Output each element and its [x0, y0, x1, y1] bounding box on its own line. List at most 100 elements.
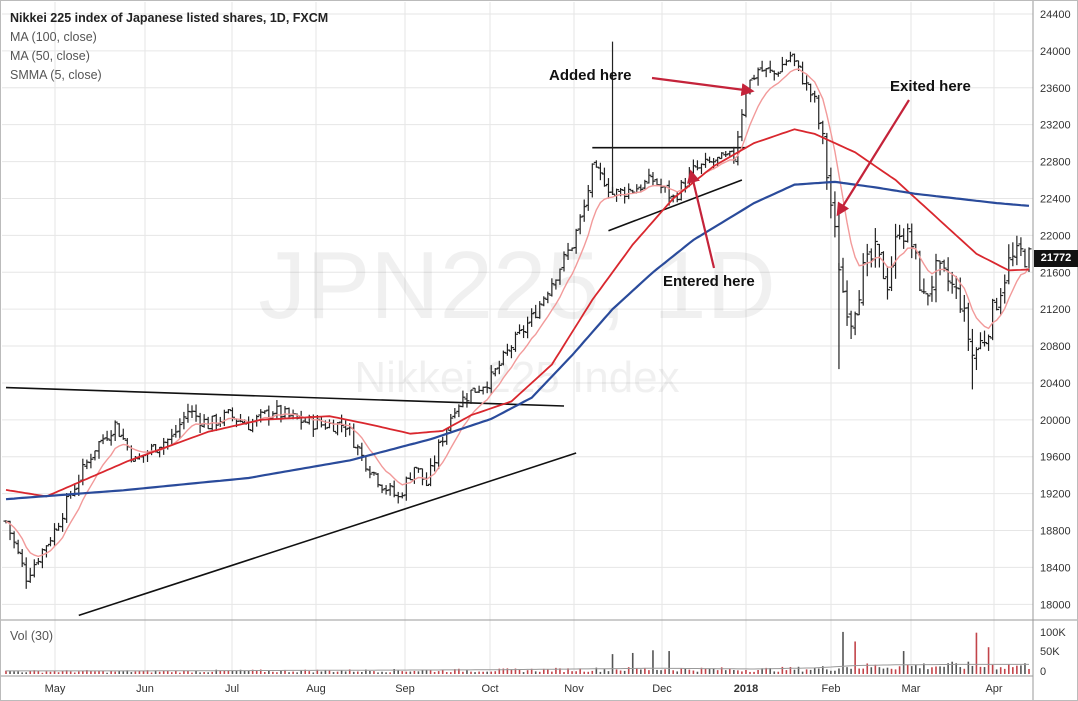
y-tick-label: 23600 [1040, 83, 1071, 95]
ohlc-bar [626, 183, 632, 200]
support-trendline [78, 452, 577, 617]
moving-averages [5, 68, 1030, 558]
x-tick-label: Dec [652, 683, 672, 695]
ohlc-bar [15, 539, 21, 555]
ohlc-bar [213, 413, 219, 432]
added-arrow [651, 76, 755, 97]
ohlc-bar [120, 428, 126, 440]
ohlc-bar [763, 68, 769, 78]
y-tick-label: 22000 [1040, 230, 1071, 242]
y-tick-label: 18400 [1040, 562, 1071, 574]
ohlc-bar [852, 311, 858, 336]
ohlc-bar [820, 120, 826, 145]
volume-tick-label: 0 [1040, 666, 1046, 678]
ohlc-bar [541, 296, 547, 307]
ohlc-bar [1022, 248, 1028, 268]
smma5-line [5, 68, 1030, 558]
ohlc-bar [512, 331, 518, 352]
ohlc-bar [715, 156, 721, 167]
ohlc-bar [197, 412, 203, 434]
ohlc-bar [982, 330, 988, 347]
ohlc-bar [876, 243, 882, 268]
ohlc-bar [650, 172, 656, 187]
ohlc-bar [96, 440, 102, 459]
ohlc-bar [812, 90, 818, 103]
volume-tick-label: 50K [1040, 646, 1060, 658]
ohlc-bar [407, 472, 413, 481]
ohlc-bar [860, 253, 866, 306]
ohlc-bar [585, 184, 591, 211]
y-tick-label: 20800 [1040, 341, 1071, 353]
ohlc-bar [399, 492, 405, 499]
ohlc-bar [504, 343, 510, 356]
y-tick-label: 21600 [1040, 267, 1071, 279]
ohlc-bar [666, 180, 672, 206]
x-tick-label: May [45, 683, 66, 695]
ohlc-bar [488, 365, 494, 394]
ohlc-bar [286, 407, 292, 420]
chart-legend: Nikkei 225 index of Japanese listed shar… [10, 9, 328, 85]
ohlc-bar [238, 414, 244, 423]
ohlc-bar [969, 328, 975, 359]
ohlc-bar [355, 444, 361, 456]
x-tick-label: Aug [306, 683, 326, 695]
ohlc-bar [496, 360, 502, 375]
volume-average-line [6, 663, 1029, 672]
ohlc-bar [448, 413, 454, 433]
ohlc-bar [998, 288, 1004, 315]
ohlc-bar [965, 302, 971, 351]
x-tick-label: 2018 [734, 683, 758, 695]
ohlc-bar [64, 493, 70, 523]
y-tick-label: 21200 [1040, 304, 1071, 316]
ohlc-bar [925, 293, 931, 306]
ohlc-bar [573, 228, 579, 254]
ohlc-bar [994, 297, 1000, 311]
y-tick-label: 20000 [1040, 415, 1071, 427]
ohlc-bar [116, 423, 122, 438]
volume-label[interactable]: Vol (30) [10, 629, 54, 643]
legend-ma100[interactable]: MA (100, close) [10, 30, 97, 44]
ohlc-bar [262, 410, 268, 415]
ohlc-bar [844, 280, 850, 326]
ohlc-bar [739, 109, 745, 142]
triangle-bottom-line [608, 179, 743, 232]
y-tick-label: 18800 [1040, 526, 1071, 538]
ohlc-bar [88, 453, 94, 469]
legend-ma50[interactable]: MA (50, close) [10, 49, 90, 63]
ohlc-bar [517, 324, 523, 335]
ohlc-bar [601, 167, 607, 187]
ohlc-bar [808, 83, 814, 103]
volume-tick-label: 100K [1040, 627, 1066, 639]
x-tick-label: Sep [395, 683, 415, 695]
ohlc-bar [561, 251, 567, 272]
chart-watermark: JPN225, 1D Nikkei 225 Index [258, 232, 776, 402]
ohlc-bar [108, 430, 114, 446]
ohlc-bar [100, 434, 106, 445]
volume-pane [5, 631, 1030, 674]
ohlc-bar [767, 60, 773, 74]
ohlc-bar [751, 74, 757, 81]
ohlc-bar [755, 67, 761, 86]
ohlc-bar [848, 310, 854, 340]
ohlc-bar [759, 60, 765, 72]
y-tick-label: 24000 [1040, 46, 1071, 58]
legend-smma5[interactable]: SMMA (5, close) [10, 68, 102, 82]
annotation-entered: Entered here [663, 273, 755, 290]
ohlc-bar [468, 389, 474, 404]
ohlc-bar [719, 152, 725, 160]
ohlc-bar [1018, 237, 1024, 257]
ohlc-bar [500, 350, 506, 366]
ohlc-bar [581, 199, 587, 222]
chart-grid [2, 2, 1033, 674]
ohlc-bar [537, 301, 543, 319]
ohlc-bar [949, 271, 955, 294]
ohlc-bar [343, 420, 349, 437]
legend-title: Nikkei 225 index of Japanese listed shar… [10, 11, 329, 25]
annotation-arrows [651, 76, 910, 269]
ohlc-bar [1014, 235, 1020, 266]
ohlc-bar [60, 513, 66, 532]
ohlc-bar [787, 51, 793, 63]
ohlc-bar [884, 266, 890, 300]
ohlc-bar [181, 411, 187, 430]
